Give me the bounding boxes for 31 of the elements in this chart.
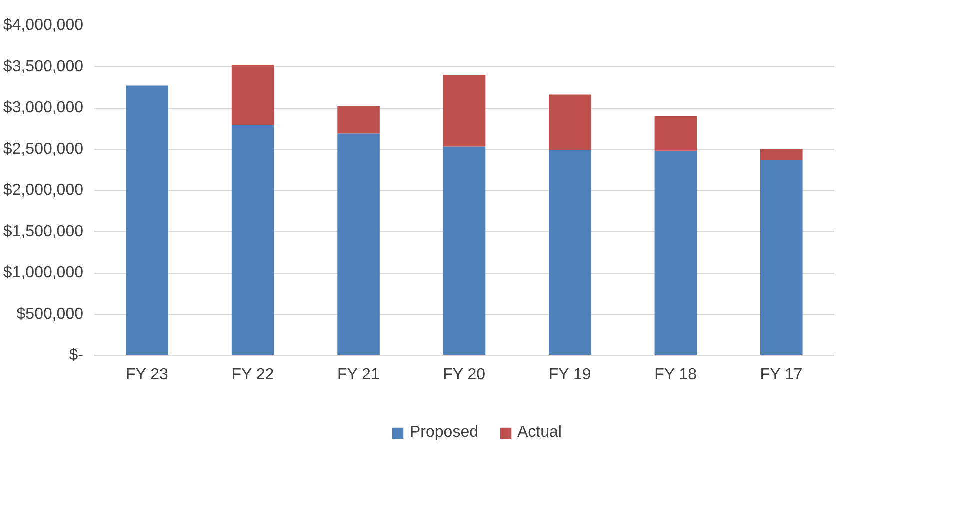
x-tick-label: FY 18 [654,366,698,384]
x-tick-label: FY 19 [548,366,592,384]
bar [654,116,698,151]
y-tick-label: $1,000,000 [3,264,84,282]
y-tick-label: $2,500,000 [3,140,84,158]
y-tick-label: $500,000 [16,306,84,323]
x-tick-label: FY 22 [232,366,274,384]
y-tick-label: $3,000,000 [3,100,84,116]
bar [232,65,274,126]
x-tick-label: FY 21 [337,366,380,384]
bar [126,86,168,356]
y-tick-label: $- [69,347,84,364]
x-tick-label: FY 17 [760,366,803,384]
bar [443,75,486,147]
bar [443,146,486,356]
bar [760,149,803,160]
bar [760,160,803,356]
y-tick-label: $3,500,000 [3,58,84,76]
bar [549,150,592,356]
bar [549,94,592,150]
bar [338,134,380,356]
legend-label: Actual [518,424,562,442]
y-tick-label: $2,000,000 [3,182,84,199]
x-tick-label: FY 20 [443,366,486,384]
legend-label: Proposed [410,424,478,442]
bar [654,150,698,356]
x-tick-label: FY 23 [126,366,169,384]
bar [232,125,274,356]
y-tick-label: $1,500,000 [3,223,84,240]
y-tick-label: $4,000,000 [3,17,84,34]
bar [338,106,380,134]
